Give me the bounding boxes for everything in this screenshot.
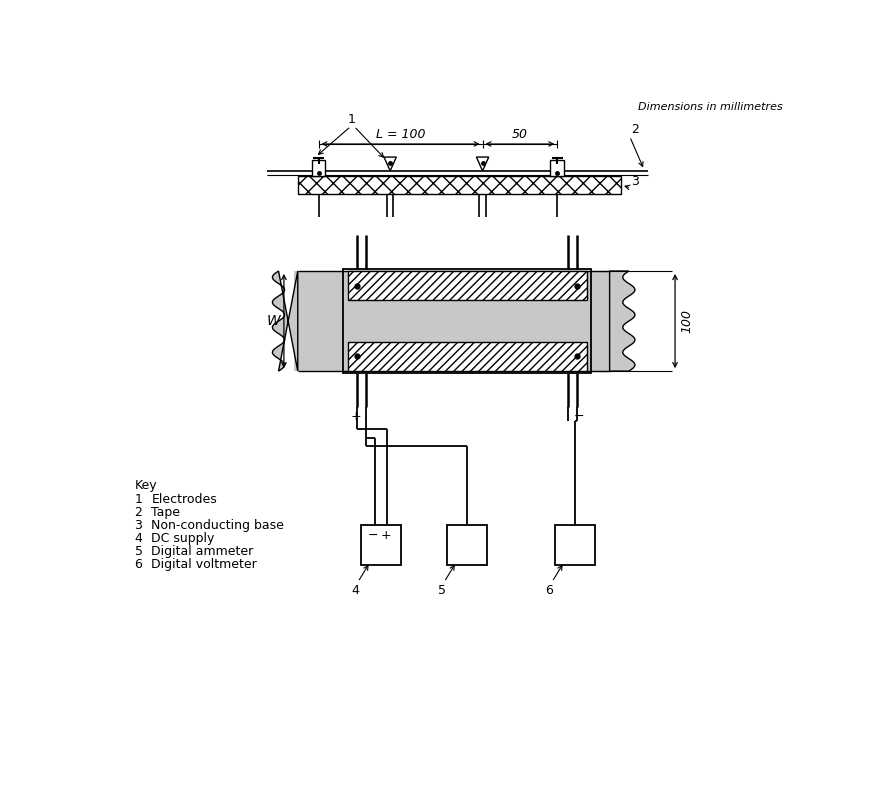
Text: 1: 1: [135, 493, 143, 506]
Text: Dimensions in millimetres: Dimensions in millimetres: [638, 103, 783, 112]
Text: 6: 6: [546, 585, 554, 597]
Bar: [343, 270, 591, 372]
Text: 3: 3: [135, 519, 143, 532]
Text: 5: 5: [438, 585, 446, 597]
Text: Electrodes: Electrodes: [152, 493, 217, 506]
Text: W: W: [267, 314, 280, 328]
Text: 100: 100: [680, 309, 694, 333]
Text: 50: 50: [512, 128, 528, 141]
Bar: [555, 525, 595, 565]
Bar: [447, 525, 487, 565]
Text: 1: 1: [348, 114, 355, 126]
Bar: [294, 271, 613, 371]
Polygon shape: [272, 271, 298, 371]
Text: 5: 5: [135, 545, 143, 558]
Text: L = 100: L = 100: [376, 128, 425, 141]
Text: Non-conducting base: Non-conducting base: [152, 519, 284, 532]
Text: −: −: [573, 409, 584, 423]
Text: 2: 2: [631, 123, 639, 136]
Bar: [348, 342, 587, 371]
Text: Digital voltmeter: Digital voltmeter: [152, 559, 257, 571]
Bar: [348, 271, 587, 301]
Bar: [550, 159, 564, 177]
Text: 4: 4: [352, 585, 360, 597]
Text: 6: 6: [135, 559, 143, 571]
Text: Tape: Tape: [152, 506, 181, 519]
Polygon shape: [610, 271, 635, 371]
Text: Key: Key: [135, 479, 157, 492]
Polygon shape: [477, 157, 489, 171]
Text: Digital ammeter: Digital ammeter: [152, 545, 253, 558]
Text: 3: 3: [631, 175, 639, 188]
Text: +: +: [380, 529, 391, 542]
Text: +: +: [350, 409, 361, 423]
Bar: [361, 525, 401, 565]
Text: 4: 4: [135, 532, 143, 545]
Bar: [298, 176, 621, 194]
Text: −: −: [368, 529, 378, 542]
Bar: [312, 159, 325, 177]
Text: 2: 2: [135, 506, 143, 519]
Polygon shape: [384, 157, 396, 171]
Text: DC supply: DC supply: [152, 532, 214, 545]
